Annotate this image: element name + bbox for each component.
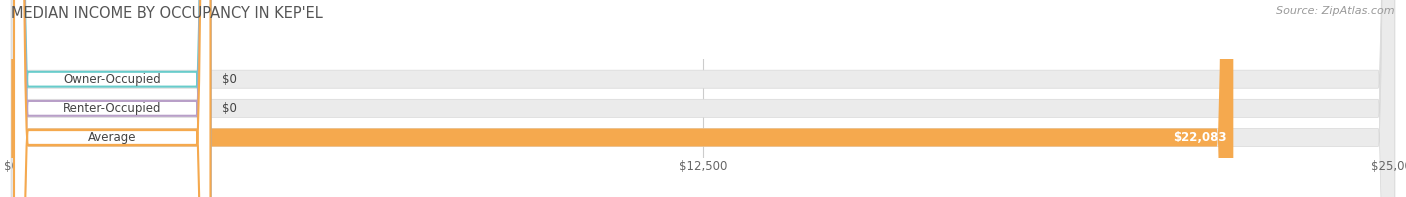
Text: MEDIAN INCOME BY OCCUPANCY IN KEP'EL: MEDIAN INCOME BY OCCUPANCY IN KEP'EL [11,6,323,21]
FancyBboxPatch shape [14,0,211,197]
FancyBboxPatch shape [11,0,1395,197]
Text: $0: $0 [222,102,236,115]
FancyBboxPatch shape [14,0,211,197]
Text: Owner-Occupied: Owner-Occupied [63,73,162,86]
Text: Renter-Occupied: Renter-Occupied [63,102,162,115]
FancyBboxPatch shape [11,0,1395,197]
FancyBboxPatch shape [11,0,1395,197]
Text: Average: Average [89,131,136,144]
Text: Source: ZipAtlas.com: Source: ZipAtlas.com [1277,6,1395,16]
FancyBboxPatch shape [11,0,1233,197]
Text: $22,083: $22,083 [1173,131,1226,144]
Text: $0: $0 [222,73,236,86]
FancyBboxPatch shape [14,0,211,197]
